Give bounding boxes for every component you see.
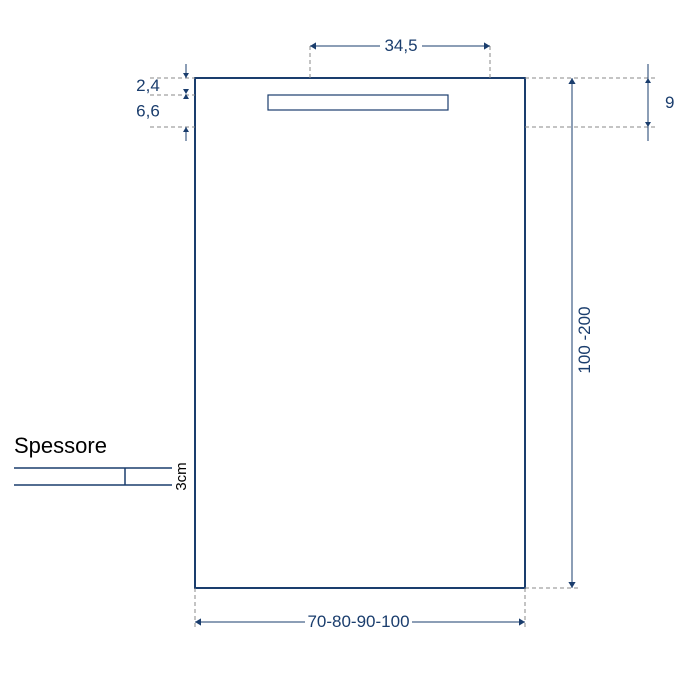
thickness-title: Spessore	[14, 433, 107, 458]
dim-width: 70-80-90-100	[307, 612, 409, 631]
technical-drawing: 34,5 2,4 6,6 9 100 -200 70-80-90-100 Spessore 3…	[0, 0, 700, 700]
drain-slot	[268, 95, 448, 110]
dim-drain-offset: 6,6	[136, 102, 160, 121]
dim-top-margin: 2,4	[136, 76, 160, 95]
dim-drain-width: 34,5	[384, 36, 417, 55]
tray-outline	[195, 78, 525, 588]
thickness-value: 3cm	[173, 462, 190, 490]
dim-nine: 9	[665, 93, 674, 112]
dim-height: 100 -200	[575, 306, 594, 373]
